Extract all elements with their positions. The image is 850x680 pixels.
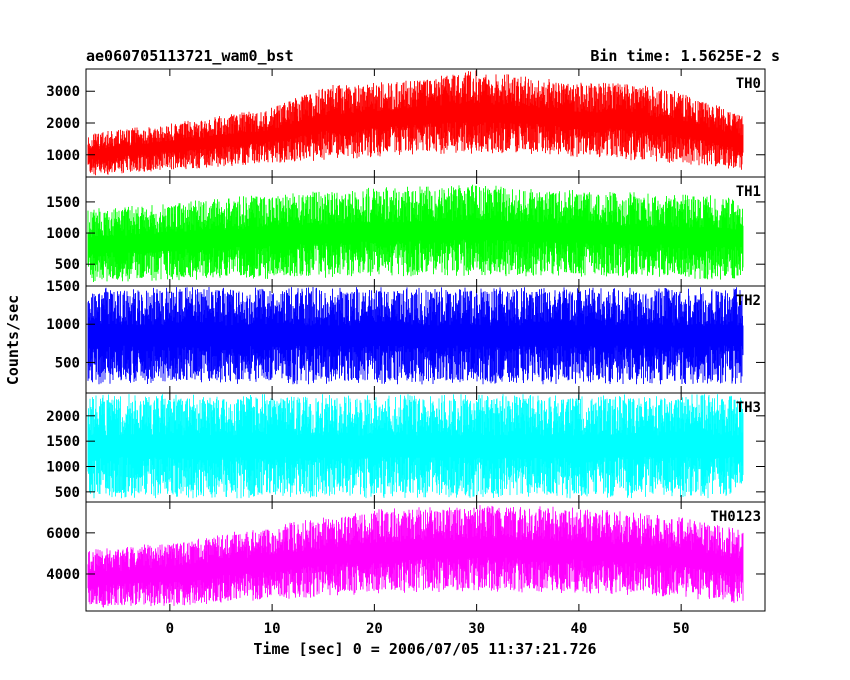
x-tick-label: 40: [570, 621, 587, 637]
y-tick-label: 2000: [46, 116, 80, 132]
series-line-th1: [87, 184, 744, 282]
chart-title: ae060705113721_wam0_bst: [86, 47, 294, 65]
y-tick-label: 1000: [46, 317, 80, 333]
panel-frame: [85, 501, 766, 612]
panel-th2: 500 1000 1500 TH2: [46, 279, 766, 394]
y-tick-label: 4000: [46, 567, 80, 583]
series-label: TH3: [736, 400, 761, 416]
y-tick-label: 3000: [46, 84, 80, 100]
series-line-th0123: [87, 505, 744, 608]
y-tick-label: 1000: [46, 148, 80, 164]
y-tick-label: 1000: [46, 460, 80, 476]
series-line-th2: [87, 287, 744, 385]
panel-th3: 500 1000 1500 2000 TH3: [46, 392, 766, 503]
panel-th0: 1000 2000 3000 TH0: [46, 68, 766, 178]
y-tick-label: 6000: [46, 526, 80, 542]
series-label: TH1: [736, 184, 761, 200]
series-label: TH0: [736, 76, 761, 92]
y-tick-label: 2000: [46, 409, 80, 425]
x-tick-label: 50: [673, 621, 690, 637]
bin-time-label: Bin time: 1.5625E-2 s: [590, 47, 780, 65]
series-label: TH0123: [710, 509, 761, 525]
panels-group: 100020003000TH050010001500TH150010001500…: [46, 68, 766, 637]
x-axis-label: Time [sec] 0 = 2006/07/05 11:37:21.726: [253, 640, 596, 658]
y-tick-label: 1000: [46, 226, 80, 242]
y-axis-label: Counts/sec: [4, 295, 22, 385]
x-tick-label: 0: [166, 621, 174, 637]
panel-th1: 500 1000 1500 TH1: [46, 176, 766, 287]
y-tick-label: 1500: [46, 434, 80, 450]
x-tick-label: 20: [366, 621, 383, 637]
panel-th0123: 4000 6000 TH0123: [46, 501, 766, 612]
y-tick-label: 1500: [46, 195, 80, 211]
series-line-th0: [87, 70, 744, 176]
y-tick-label: 500: [55, 257, 80, 273]
series-line-th3: [87, 394, 744, 499]
y-tick-label: 500: [55, 355, 80, 371]
y-tick-label: 1500: [46, 279, 80, 295]
x-tick-label: 10: [264, 621, 281, 637]
x-tick-label: 30: [468, 621, 485, 637]
y-tick-label: 500: [55, 485, 80, 501]
series-label: TH2: [736, 293, 761, 309]
